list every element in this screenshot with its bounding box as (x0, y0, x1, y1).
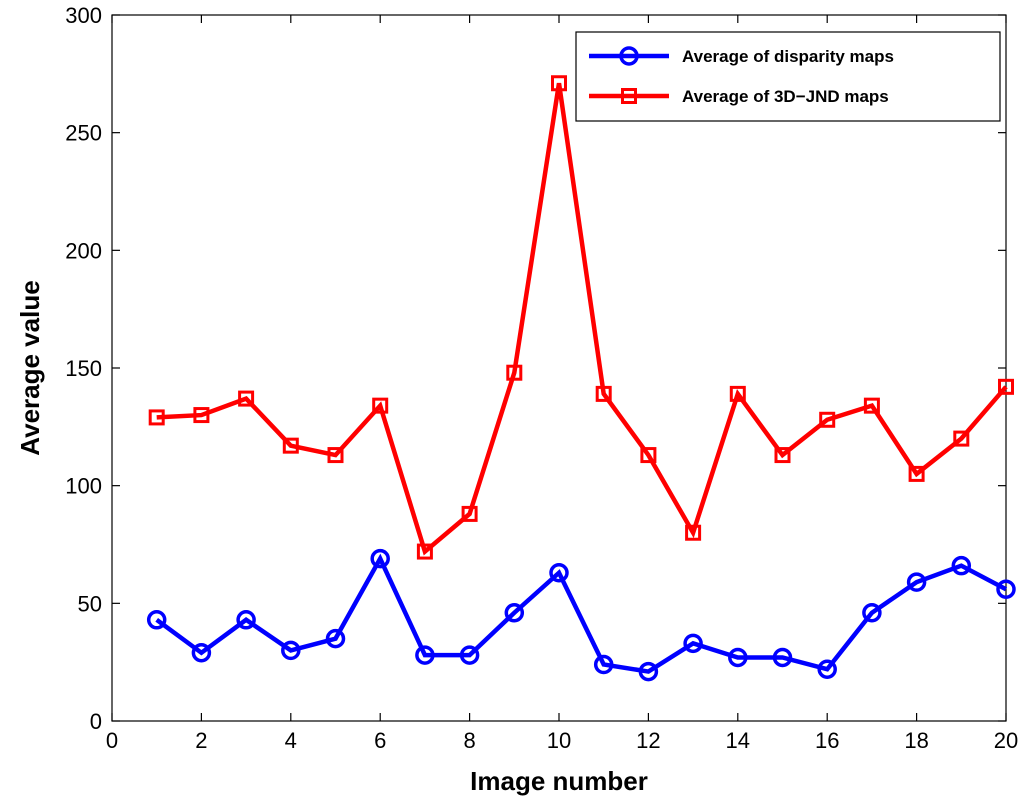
legend-marker-disparity (619, 46, 639, 66)
legend-box (575, 31, 1001, 122)
data-point-disparity (817, 659, 837, 679)
y-tick-label: 100 (65, 474, 102, 499)
data-point-3d-jnd (908, 465, 925, 482)
data-point-3d-jnd (729, 385, 746, 402)
data-point-disparity (683, 633, 703, 654)
x-tick-label: 8 (463, 728, 475, 753)
data-point-3d-jnd (685, 524, 702, 541)
data-point-3d-jnd (193, 407, 210, 424)
data-point-3d-jnd (953, 430, 970, 447)
x-tick-label: 2 (195, 728, 207, 753)
data-point-3d-jnd (372, 397, 389, 414)
y-axis-title: Average value (15, 280, 45, 455)
y-tick-label: 300 (65, 3, 102, 28)
x-tick-label: 20 (994, 728, 1018, 753)
x-tick-label: 18 (904, 728, 928, 753)
x-tick-label: 6 (374, 728, 386, 753)
data-point-disparity (459, 645, 480, 665)
y-tick-label: 200 (65, 238, 102, 263)
y-tick-label: 0 (90, 709, 102, 734)
legend-item-disparity: Average of disparity maps (589, 46, 894, 66)
data-point-disparity (146, 610, 167, 630)
data-point-3d-jnd (282, 437, 299, 454)
x-tick-label: 10 (547, 728, 571, 753)
legend: Average of disparity maps Average of 3D−… (575, 31, 1001, 122)
series-layer (146, 75, 1016, 682)
data-point-disparity (862, 602, 882, 623)
x-axis-title: Image number (470, 766, 648, 796)
y-tick-label: 150 (65, 356, 102, 381)
data-point-disparity (415, 645, 435, 665)
data-point-disparity (772, 647, 793, 668)
data-point-3d-jnd (461, 505, 478, 522)
data-point-disparity (325, 628, 346, 649)
legend-item-3d-jnd: Average of 3D−JND maps (589, 87, 889, 106)
plot-frame (111, 14, 1007, 722)
data-point-disparity (728, 647, 748, 668)
data-point-3d-jnd (640, 447, 657, 464)
x-tick-label: 4 (285, 728, 297, 753)
data-point-disparity (996, 579, 1016, 599)
data-point-3d-jnd (238, 390, 255, 407)
y-tick-label: 50 (78, 591, 102, 616)
x-tick-label: 16 (815, 728, 839, 753)
data-point-disparity (593, 654, 614, 675)
data-point-disparity (370, 548, 390, 569)
x-tick-label: 12 (636, 728, 660, 753)
data-point-disparity (906, 572, 927, 592)
data-point-disparity (951, 555, 972, 576)
legend-label-disparity: Average of disparity maps (682, 47, 894, 66)
data-point-3d-jnd (863, 397, 880, 414)
legend-label-3d-jnd: Average of 3D−JND maps (682, 87, 889, 106)
data-point-3d-jnd (819, 411, 836, 428)
data-point-disparity (236, 610, 256, 630)
data-point-disparity (638, 661, 659, 682)
data-point-3d-jnd (595, 385, 612, 402)
data-point-3d-jnd (148, 409, 165, 426)
x-tick-label: 0 (106, 728, 118, 753)
data-point-3d-jnd (774, 447, 791, 464)
y-tick-label: 250 (65, 121, 102, 146)
data-point-disparity (549, 562, 569, 583)
data-point-disparity (281, 640, 301, 661)
data-point-disparity (191, 643, 212, 663)
data-point-3d-jnd (551, 75, 567, 92)
series-3d-jnd (148, 75, 1014, 560)
x-tick-label: 14 (726, 728, 750, 753)
legend-marker-3d-jnd (621, 88, 637, 104)
data-point-3d-jnd (506, 364, 523, 381)
series-disparity (146, 548, 1016, 682)
data-point-disparity (504, 602, 525, 623)
data-point-3d-jnd (327, 447, 344, 464)
data-point-3d-jnd (998, 378, 1014, 395)
plot-area (111, 14, 1007, 722)
data-point-3d-jnd (416, 543, 433, 560)
